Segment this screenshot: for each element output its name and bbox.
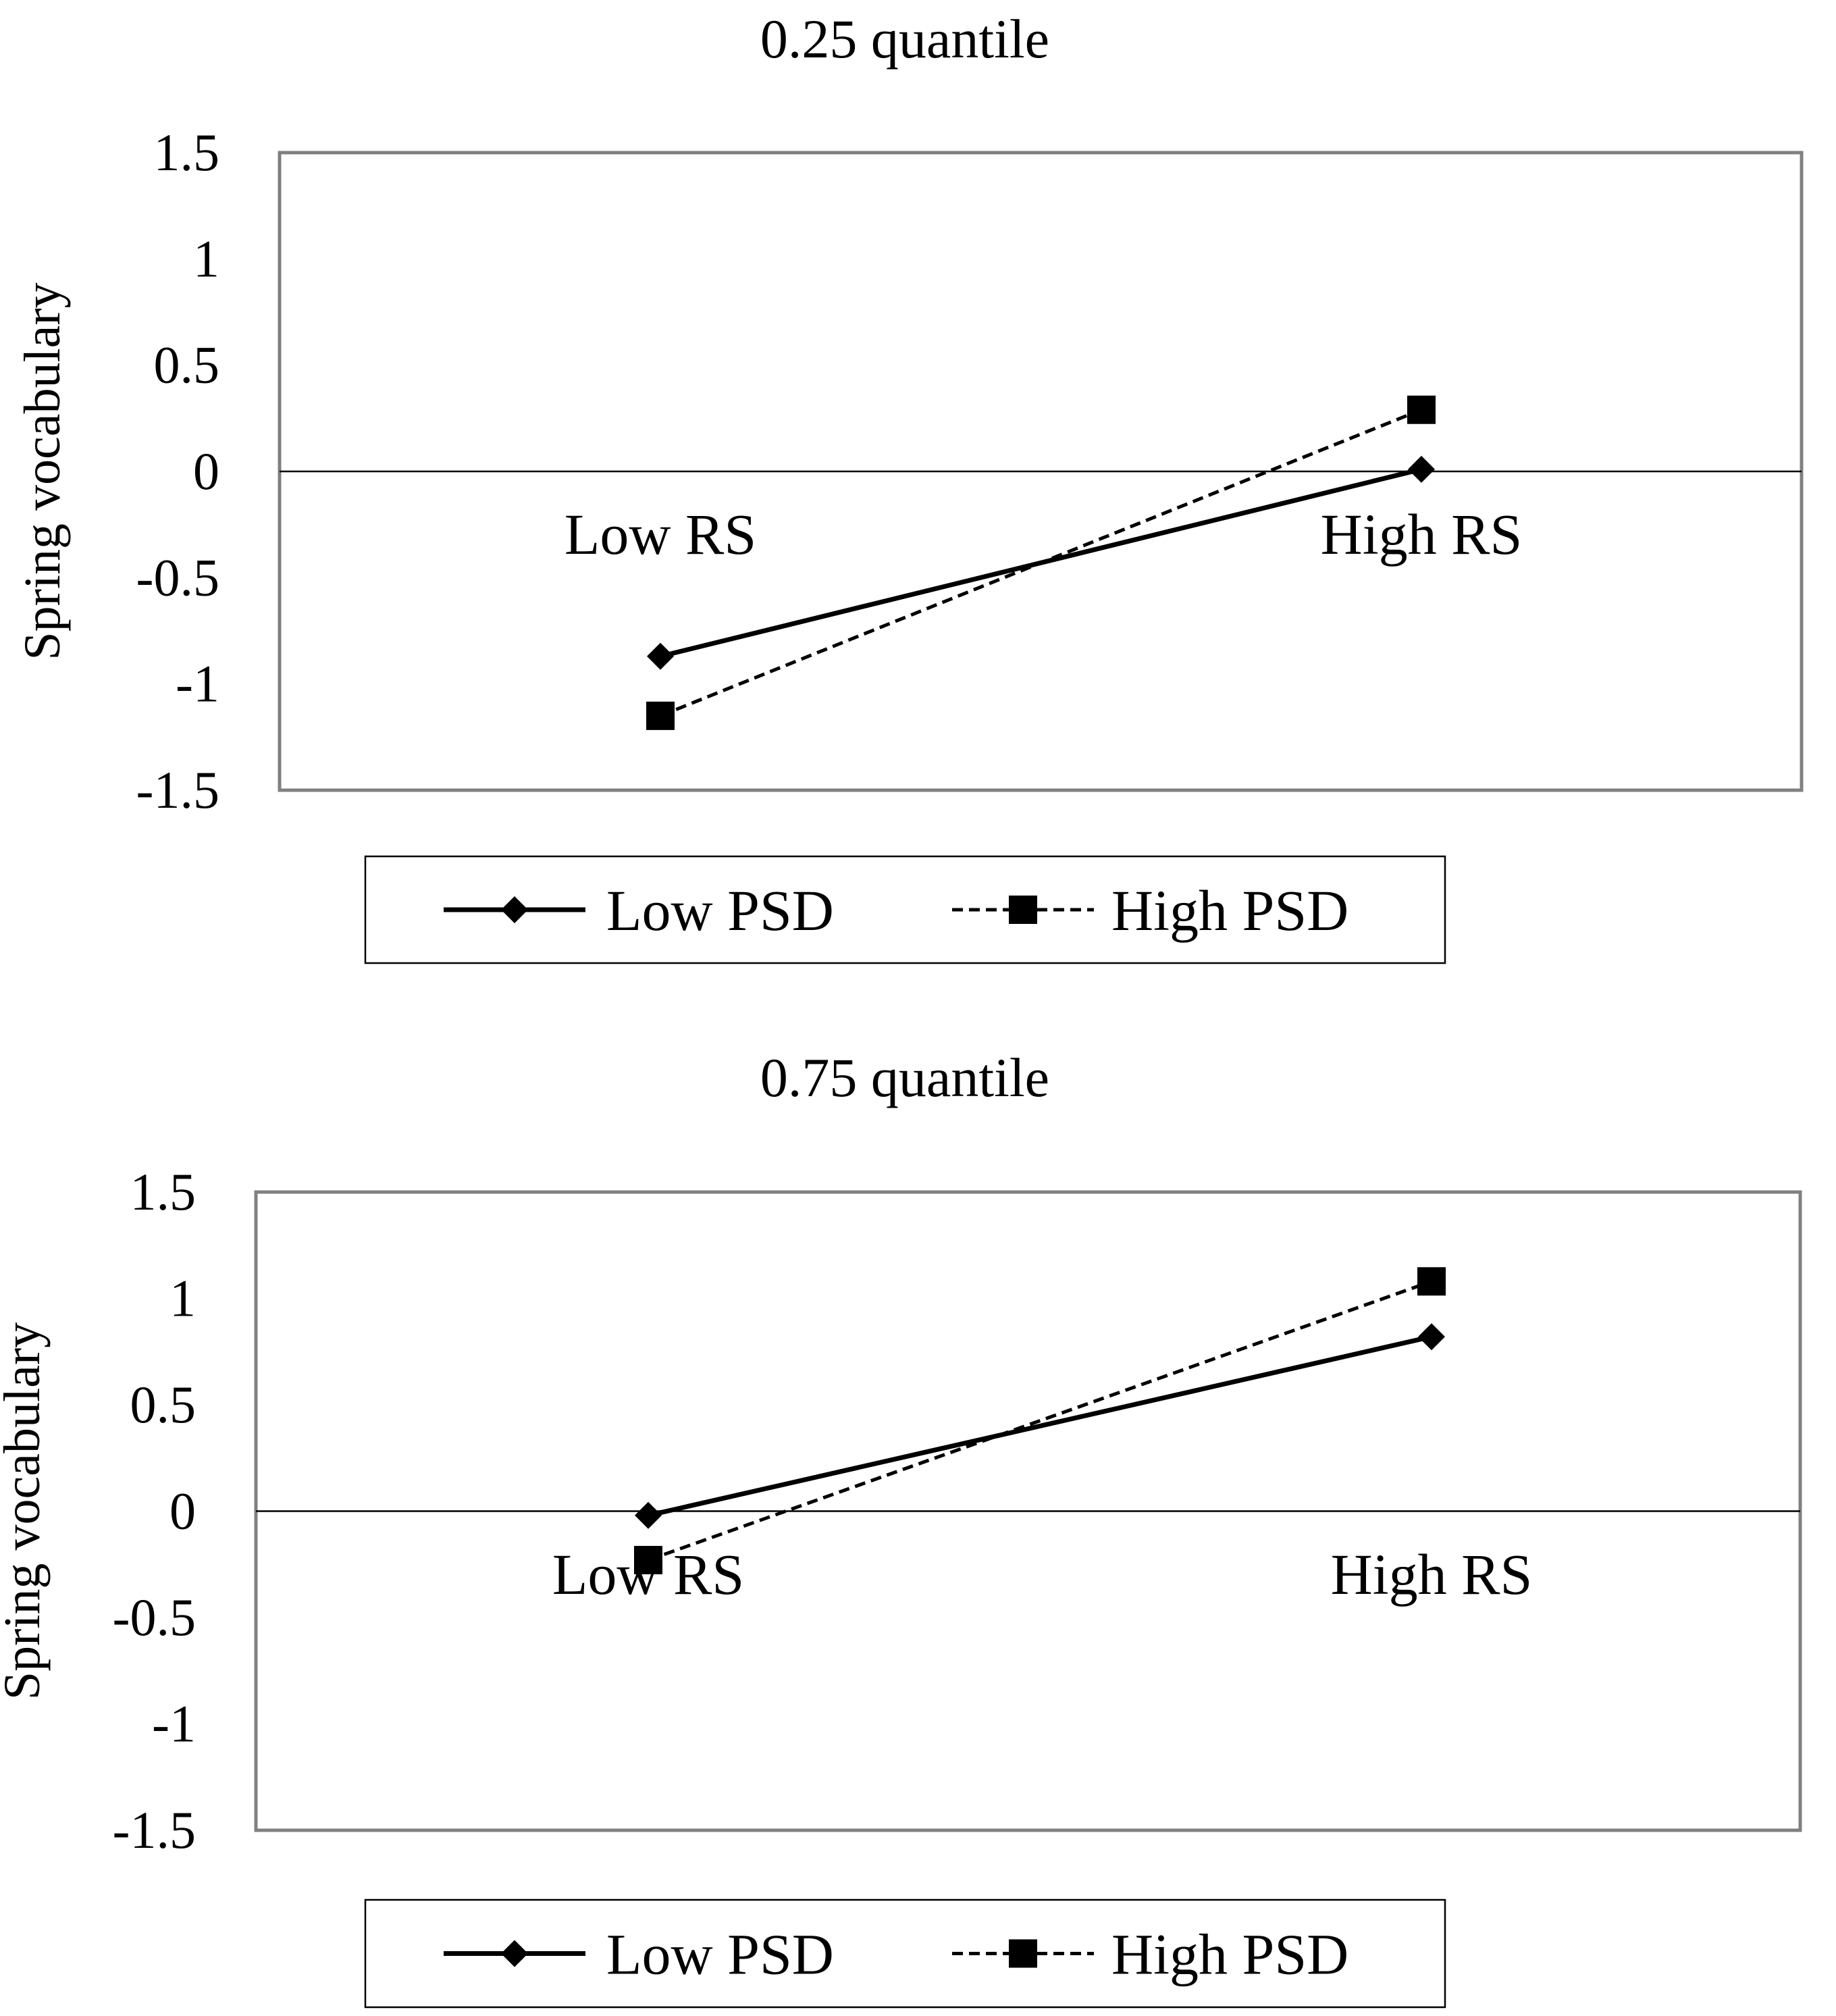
chart-title: 0.25 quantile — [760, 8, 1049, 70]
data-point-square — [1417, 1267, 1446, 1296]
y-tick-label: 1.5 — [130, 1162, 196, 1221]
y-tick-label: 1.5 — [154, 123, 220, 182]
y-axis-label: Spring vocabulary — [0, 1322, 51, 1700]
y-tick-label: 0 — [169, 1482, 196, 1541]
y-tick-label: -1.5 — [113, 1801, 196, 1859]
y-axis-label: Spring vocabulary — [14, 282, 71, 660]
data-point-diamond — [1418, 1323, 1445, 1351]
category-label: Low RS — [565, 502, 756, 567]
chart-title: 0.75 quantile — [760, 1047, 1049, 1108]
legend-label: Low PSD — [606, 1922, 834, 1987]
y-tick-label: 1 — [193, 229, 219, 288]
y-tick-label: 0.5 — [130, 1375, 196, 1434]
legend-label: Low PSD — [606, 878, 834, 943]
y-tick-label: -1.5 — [136, 760, 219, 819]
legend-marker-square — [1009, 896, 1037, 924]
data-point-square — [634, 1545, 662, 1574]
series-line-low-psd — [648, 1334, 1432, 1518]
legend-marker-diamond — [501, 896, 528, 923]
y-tick-label: -0.5 — [113, 1588, 196, 1647]
y-tick-label: 0.5 — [154, 336, 220, 394]
legend-label: High PSD — [1111, 1922, 1348, 1987]
category-label: High RS — [1331, 1542, 1533, 1607]
y-tick-label: -1 — [152, 1695, 196, 1753]
legend-label: High PSD — [1111, 878, 1348, 943]
legend-marker-square — [1009, 1939, 1037, 1968]
series-line-high-psd — [660, 408, 1422, 718]
y-tick-label: 1 — [169, 1269, 196, 1328]
category-label: High RS — [1321, 502, 1523, 567]
data-point-square — [1407, 395, 1436, 424]
y-tick-label: 0 — [193, 442, 219, 500]
data-point-diamond — [635, 1501, 662, 1529]
series-line-high-psd — [648, 1279, 1432, 1562]
data-point-square — [646, 701, 675, 730]
legend-marker-diamond — [501, 1940, 528, 1967]
data-point-diamond — [647, 642, 674, 670]
y-tick-label: -1 — [176, 654, 219, 713]
data-point-diamond — [1408, 455, 1435, 483]
y-tick-label: -0.5 — [136, 548, 219, 606]
